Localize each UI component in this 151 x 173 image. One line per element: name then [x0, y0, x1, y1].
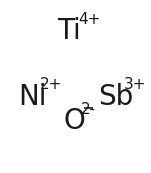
Text: Sb: Sb: [98, 83, 133, 111]
Text: 2+: 2+: [40, 77, 62, 92]
Text: 3+: 3+: [124, 77, 146, 92]
Text: Ti: Ti: [57, 17, 81, 45]
Text: Ni: Ni: [18, 83, 47, 111]
Text: O: O: [63, 107, 85, 135]
Text: 2-: 2-: [81, 102, 96, 117]
Text: 4+: 4+: [79, 12, 101, 26]
